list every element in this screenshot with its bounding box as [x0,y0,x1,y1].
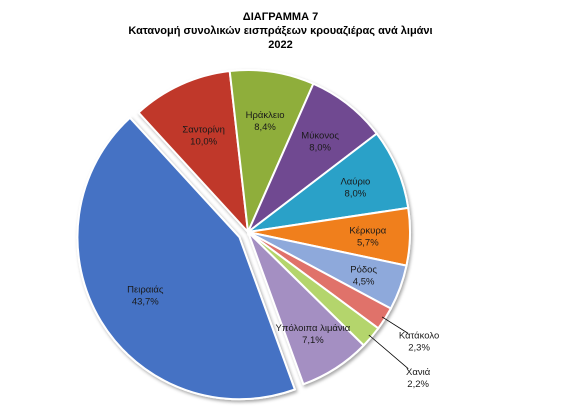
slice-label-7: Κατάκολο 2,3% [399,330,439,353]
chart-title-block: ΔΙΑΓΡΑΜΜΑ 7 Κατανομή συνολικών εισπράξεω… [0,10,561,52]
slice-label-6: Ρόδος 4,5% [350,264,377,287]
slice-label-9: Υπόλοιπα λιμάνια 7,1% [276,323,351,346]
slice-label-1: Σαντορίνη 10,0% [182,125,225,148]
slice-label-5: Κέρκυρα 5,7% [349,226,386,249]
slice-label-8: Χανιά 2,2% [406,367,431,390]
slice-label-2: Ηράκλειο 8,4% [246,110,285,133]
chart-subtitle: Κατανομή συνολικών εισπράξεων κρουαζιέρα… [128,25,433,37]
pie-slice-2 [228,69,315,236]
chart-title: ΔΙΑΓΡΑΜΜΑ 7 [242,11,319,23]
pie-slice-0 [76,116,297,401]
slice-label-4: Λαύριο 8,0% [340,176,370,199]
pie-slice-1 [137,69,250,235]
pie-slice-9 [247,231,366,386]
leader-line-8 [368,334,409,369]
slice-label-3: Μύκονος 8,0% [301,130,339,153]
leader-line-7 [381,316,409,334]
chart-year: 2022 [268,39,293,51]
slice-label-0: Πειραιάς 43,7% [127,284,164,307]
